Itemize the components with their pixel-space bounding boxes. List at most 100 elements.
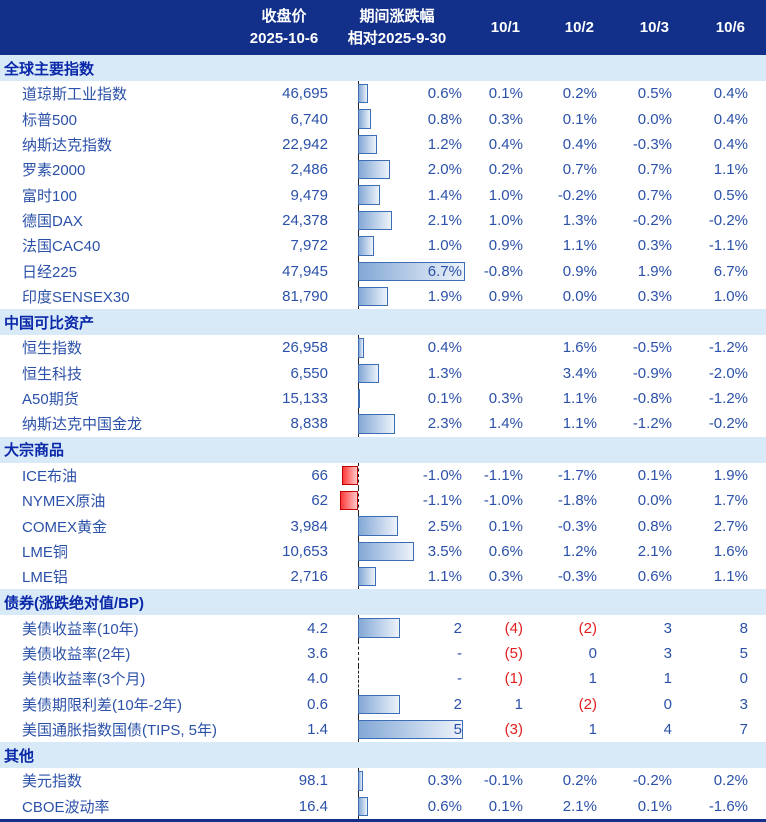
section-header: 债券(涨跌绝对值/BP) <box>0 589 766 616</box>
change-value: 1.1% <box>427 568 462 586</box>
price-value: 66 <box>311 466 328 484</box>
change-bar <box>358 414 395 434</box>
day-value: 0.4% <box>488 135 523 153</box>
change-value: 1.4% <box>427 186 462 204</box>
day-value: 0.6% <box>637 568 672 586</box>
change-bar <box>358 796 368 816</box>
change-value: -1.1% <box>422 492 462 510</box>
table-header-row: 收盘价 2025-10-6 期间涨跌幅 相对2025-9-30 10/1 10/… <box>0 0 766 55</box>
day-value: -0.3% <box>632 135 672 153</box>
day-value: -0.2% <box>557 186 597 204</box>
change-bar <box>358 541 414 562</box>
row-label: A50期货 <box>22 391 79 409</box>
change-value: 2 <box>453 619 462 637</box>
day-value: -0.5% <box>632 339 672 357</box>
change-bar <box>358 516 398 536</box>
day-value: 0.4% <box>713 135 748 153</box>
day-value: 3 <box>663 645 672 662</box>
row-label: 富时100 <box>22 187 78 205</box>
change-bar <box>358 388 360 409</box>
change-bar <box>358 109 371 129</box>
day-value: 1.1% <box>562 390 597 408</box>
row-label: COMEX黄金 <box>22 518 108 536</box>
change-value: 6.7% <box>427 262 462 280</box>
change-bar <box>358 236 374 256</box>
row-label: 纳斯达克指数 <box>22 136 113 154</box>
day-value: 0.0% <box>562 288 597 306</box>
day-value: -0.8% <box>483 262 523 280</box>
change-bar <box>358 134 378 155</box>
col-header-day-3: 10/3 <box>639 19 669 36</box>
day-value: 0.1% <box>562 110 597 128</box>
day-value: 1.6% <box>713 542 748 560</box>
price-value: 22,942 <box>282 135 328 153</box>
change-value: 0.4% <box>427 339 462 357</box>
change-bar <box>342 465 358 486</box>
price-value: 47,945 <box>282 262 328 280</box>
price-value: 10,653 <box>282 542 328 560</box>
zero-axis <box>358 488 359 514</box>
row-label: 标普500 <box>22 111 78 129</box>
price-value: 3.6 <box>307 645 328 662</box>
change-bar-cell: -1.1% <box>328 488 466 514</box>
col-header-period-change: 期间涨跌幅 相对2025-9-30 <box>328 0 466 55</box>
price-value: 26,958 <box>282 339 328 357</box>
table-row: 富时100 9,479 1.4% 1.0% -0.2% 0.7% 0.5% <box>0 182 766 208</box>
change-value: 2.1% <box>427 211 462 229</box>
change-bar-cell: 1.3% <box>328 360 466 386</box>
day-value: 0.4% <box>713 85 748 103</box>
day-value: 1.1% <box>562 237 597 255</box>
change-bar-cell: 1.2% <box>328 131 466 158</box>
day-value: 1.9% <box>713 466 748 484</box>
day-value: 2.7% <box>713 517 748 535</box>
change-bar <box>358 618 400 638</box>
row-label: LME铜 <box>22 543 68 561</box>
table-row: 美债收益率(3个月) 4.0 - (1) 1 1 0 <box>0 666 766 692</box>
table-row: 纳斯达克中国金龙 8,838 2.3% 1.4% 1.1% -1.2% -0.2% <box>0 411 766 437</box>
price-value: 2,486 <box>290 161 328 179</box>
day-value: 0.8% <box>637 517 672 535</box>
table-row: 纳斯达克指数 22,942 1.2% 0.4% 0.4% -0.3% 0.4% <box>0 131 766 158</box>
day-value: 0.2% <box>713 772 748 790</box>
section-header: 全球主要指数 <box>0 55 766 81</box>
change-value: 1.2% <box>427 135 462 153</box>
row-label: 美元指数 <box>22 773 83 791</box>
day-value: 0.9% <box>562 262 597 280</box>
day-value: 0 <box>739 670 748 688</box>
table-row: 恒生科技 6,550 1.3% 3.4% -0.9% -2.0% <box>0 360 766 386</box>
change-bar-cell: 1.4% <box>328 182 466 208</box>
table-row: 日经225 47,945 6.7% -0.8% 0.9% 1.9% 6.7% <box>0 258 766 284</box>
price-value: 7,972 <box>290 237 328 255</box>
table-row: LME铜 10,653 3.5% 0.6% 1.2% 2.1% 1.6% <box>0 538 766 565</box>
change-bar-cell: 2.3% <box>328 411 466 437</box>
day-value: -0.3% <box>557 568 597 586</box>
day-value: -0.2% <box>632 211 672 229</box>
day-value: 1 <box>514 695 523 713</box>
day-value: 5 <box>739 645 748 662</box>
price-value: 46,695 <box>282 85 328 103</box>
change-bar-cell: 2.5% <box>328 513 466 539</box>
row-label: NYMEX原油 <box>22 493 106 511</box>
day-value: 0.1% <box>637 797 672 815</box>
row-label: 日经225 <box>22 263 78 281</box>
change-value: 2.0% <box>427 161 462 179</box>
change-value: 5 <box>453 721 462 739</box>
change-value: 0.6% <box>427 797 462 815</box>
day-value: 1.7% <box>713 492 748 510</box>
day-value: -1.1% <box>483 466 523 484</box>
col-header-day-4: 10/6 <box>715 19 745 36</box>
price-value: 4.0 <box>307 670 328 688</box>
price-value: 81,790 <box>282 288 328 306</box>
day-value: 0.9% <box>488 237 523 255</box>
day-value: 4 <box>663 721 672 739</box>
change-value: 1.9% <box>427 288 462 306</box>
change-bar <box>358 286 389 307</box>
day-value: 6.7% <box>713 262 748 280</box>
day-value: 0.6% <box>488 542 523 560</box>
day-value <box>466 335 523 360</box>
day-value: 0.0% <box>637 110 672 128</box>
day-value: -2.0% <box>708 364 748 382</box>
price-value: 24,378 <box>282 211 328 229</box>
change-bar-cell: 2 <box>328 615 466 641</box>
change-bar <box>358 210 392 231</box>
